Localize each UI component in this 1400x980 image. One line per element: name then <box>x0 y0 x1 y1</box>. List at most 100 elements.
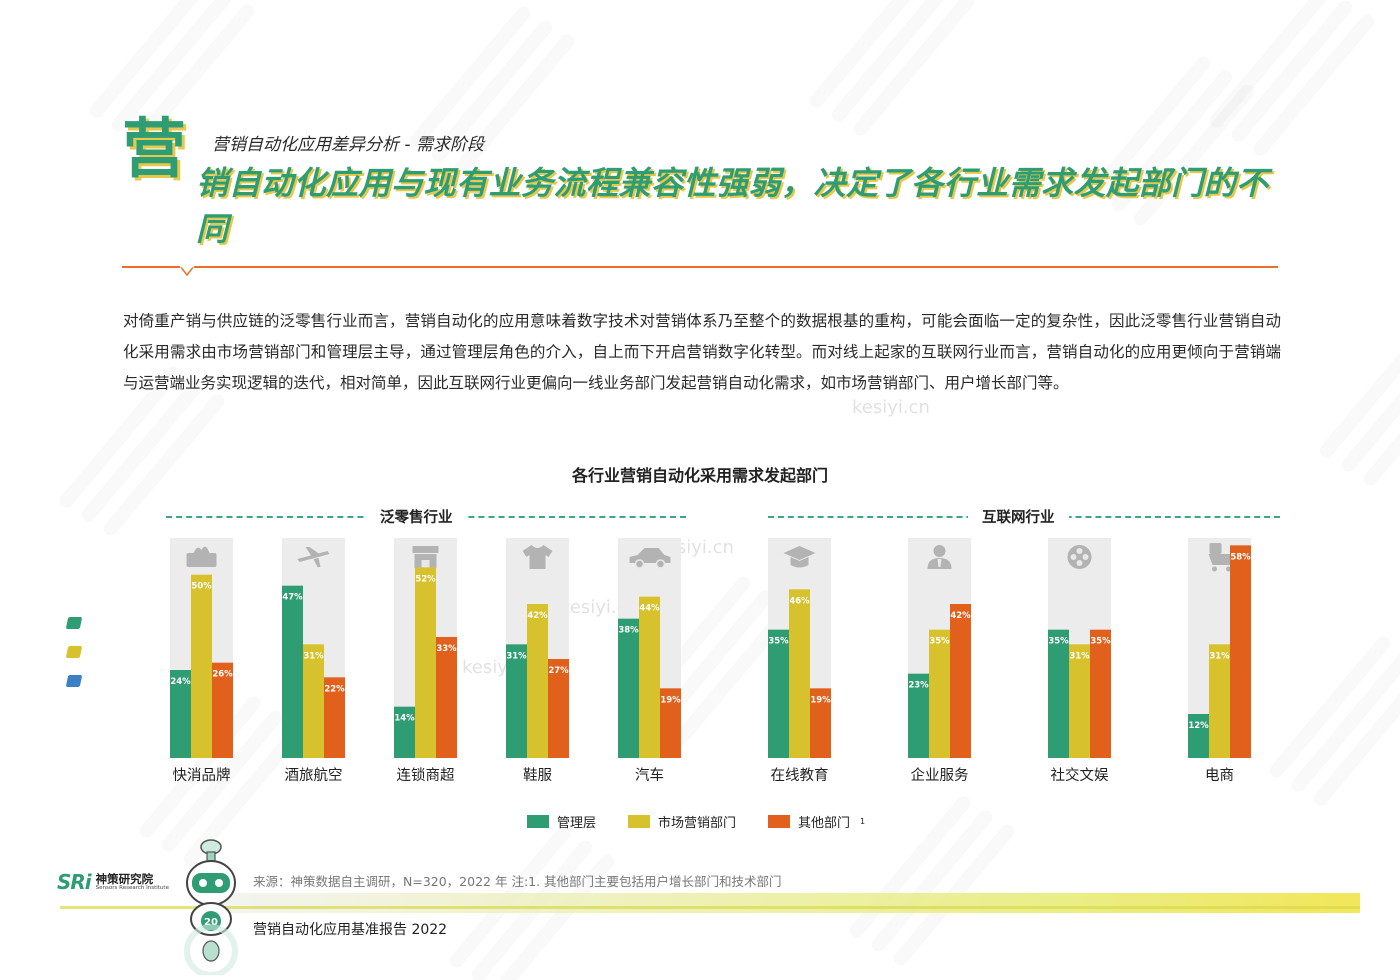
bar-value-label: 31% <box>1209 651 1230 661</box>
legend-item: 管理层 <box>527 812 596 831</box>
bar-value-label: 52% <box>415 574 436 584</box>
chart-title: 各行业营销自动化采用需求发起部门 <box>571 466 828 485</box>
side-mark <box>65 617 83 629</box>
car-icon <box>655 559 666 569</box>
bar <box>789 589 810 758</box>
bar-value-label: 33% <box>436 644 457 654</box>
category-label: 社交文娱 <box>1051 766 1109 784</box>
bar <box>436 637 457 758</box>
bar-value-label: 42% <box>950 611 971 621</box>
bar-value-label: 46% <box>789 596 810 606</box>
logo-text: 神策研究院 Sensors Research Institute <box>96 873 169 891</box>
category-label: 汽车 <box>635 767 664 784</box>
bar-value-label: 44% <box>639 604 660 614</box>
category-label: 鞋服 <box>523 767 552 784</box>
bar-value-label: 31% <box>1069 651 1090 661</box>
film-reel-icon <box>1067 545 1092 569</box>
bar-value-label: 35% <box>929 637 950 647</box>
side-decoration <box>65 617 83 704</box>
film-reel-icon <box>1076 548 1083 554</box>
bar <box>324 677 345 758</box>
bar-value-label: 19% <box>660 695 681 705</box>
robot-badge: 20 <box>204 917 218 928</box>
storefront-icon <box>412 546 439 553</box>
category-label: 快消品牌 <box>173 767 231 784</box>
bar-value-label: 23% <box>908 681 929 691</box>
legend-label: 市场营销部门 <box>658 816 737 831</box>
category-label: 酒旅航空 <box>285 767 343 784</box>
bar <box>1048 629 1069 758</box>
category-label: 电商 <box>1205 767 1234 784</box>
category-label: 企业服务 <box>911 766 969 784</box>
bar-value-label: 24% <box>170 677 191 687</box>
car-icon <box>634 559 645 569</box>
bar-value-label: 12% <box>1188 721 1209 731</box>
bar <box>548 659 569 758</box>
divider-notch <box>180 266 194 276</box>
title-divider <box>122 266 1278 268</box>
bar <box>929 629 950 758</box>
tshirt-icon <box>522 545 553 569</box>
legend-footnote-mark: 1 <box>860 817 866 826</box>
bar <box>768 629 789 758</box>
legend-swatch <box>768 815 791 828</box>
ecommerce-cart-icon <box>1204 554 1235 565</box>
legend-swatch <box>628 815 651 828</box>
bar-value-label: 35% <box>1048 637 1069 647</box>
bar-value-label: 31% <box>506 651 527 661</box>
tissue-box-icon <box>193 546 210 553</box>
bar <box>415 567 436 758</box>
legend-item: 其他部门 1 <box>768 812 865 831</box>
watermark-text: kesiyi.cn <box>852 397 930 418</box>
film-reel-icon <box>1082 554 1089 560</box>
page-headline: 销自动化应用与现有业务流程兼容性强弱，决定了各行业需求发起部门的不同 <box>196 164 1269 248</box>
bar <box>1209 644 1230 758</box>
bar <box>303 644 324 758</box>
bar-value-label: 38% <box>618 626 639 636</box>
footer-line <box>60 906 1360 909</box>
bar-value-label: 26% <box>212 670 233 680</box>
bar <box>908 673 929 758</box>
bar-value-label: 47% <box>282 593 303 603</box>
bar <box>950 604 971 758</box>
car-icon <box>629 548 671 563</box>
logo-name: 神策研究院 <box>95 872 154 886</box>
bar-value-label: 35% <box>1090 637 1111 647</box>
bar <box>1188 714 1209 758</box>
bar <box>810 688 831 758</box>
footer-band <box>200 893 1360 913</box>
section-kicker: 营销自动化应用差异分析 - 需求阶段 <box>212 135 484 155</box>
brand-logo: SRi 神策研究院 Sensors Research Institute <box>57 870 169 894</box>
bar-value-label: 50% <box>191 582 212 592</box>
side-mark <box>65 646 83 658</box>
bar <box>527 604 548 758</box>
bar <box>212 662 233 758</box>
category-label: 连锁商超 <box>397 767 455 784</box>
bar-value-label: 58% <box>1230 552 1251 562</box>
bar <box>660 688 681 758</box>
bar <box>191 574 212 758</box>
film-reel-icon <box>1070 554 1077 560</box>
bar <box>1230 545 1251 758</box>
bar-value-label: 19% <box>810 695 831 705</box>
group-label-retail: 泛零售行业 <box>366 506 467 527</box>
graduation-cap-icon <box>790 557 809 568</box>
airplane-icon <box>297 547 330 567</box>
bar-value-label: 27% <box>548 666 569 676</box>
storefront-icon <box>421 560 430 568</box>
bar <box>1090 629 1111 758</box>
bar-value-label: 42% <box>527 611 548 621</box>
legend-label: 管理层 <box>557 816 597 831</box>
bar-value-label: 14% <box>394 714 415 724</box>
body-paragraph: 对倚重产销与供应链的泛零售行业而言，营销自动化的应用意味着数字技术对营销体系乃至… <box>123 312 1281 392</box>
chart-legend: 管理层 市场营销部门 其他部门 1 <box>527 812 865 831</box>
bar <box>618 618 639 758</box>
bar-value-label: 35% <box>768 637 789 647</box>
bar-value-label: 31% <box>303 651 324 661</box>
businessman-icon <box>933 545 946 557</box>
graduation-cap-icon <box>783 546 816 560</box>
businessman-icon <box>937 559 942 567</box>
report-name: 营销自动化应用基准报告 2022 <box>253 922 448 938</box>
